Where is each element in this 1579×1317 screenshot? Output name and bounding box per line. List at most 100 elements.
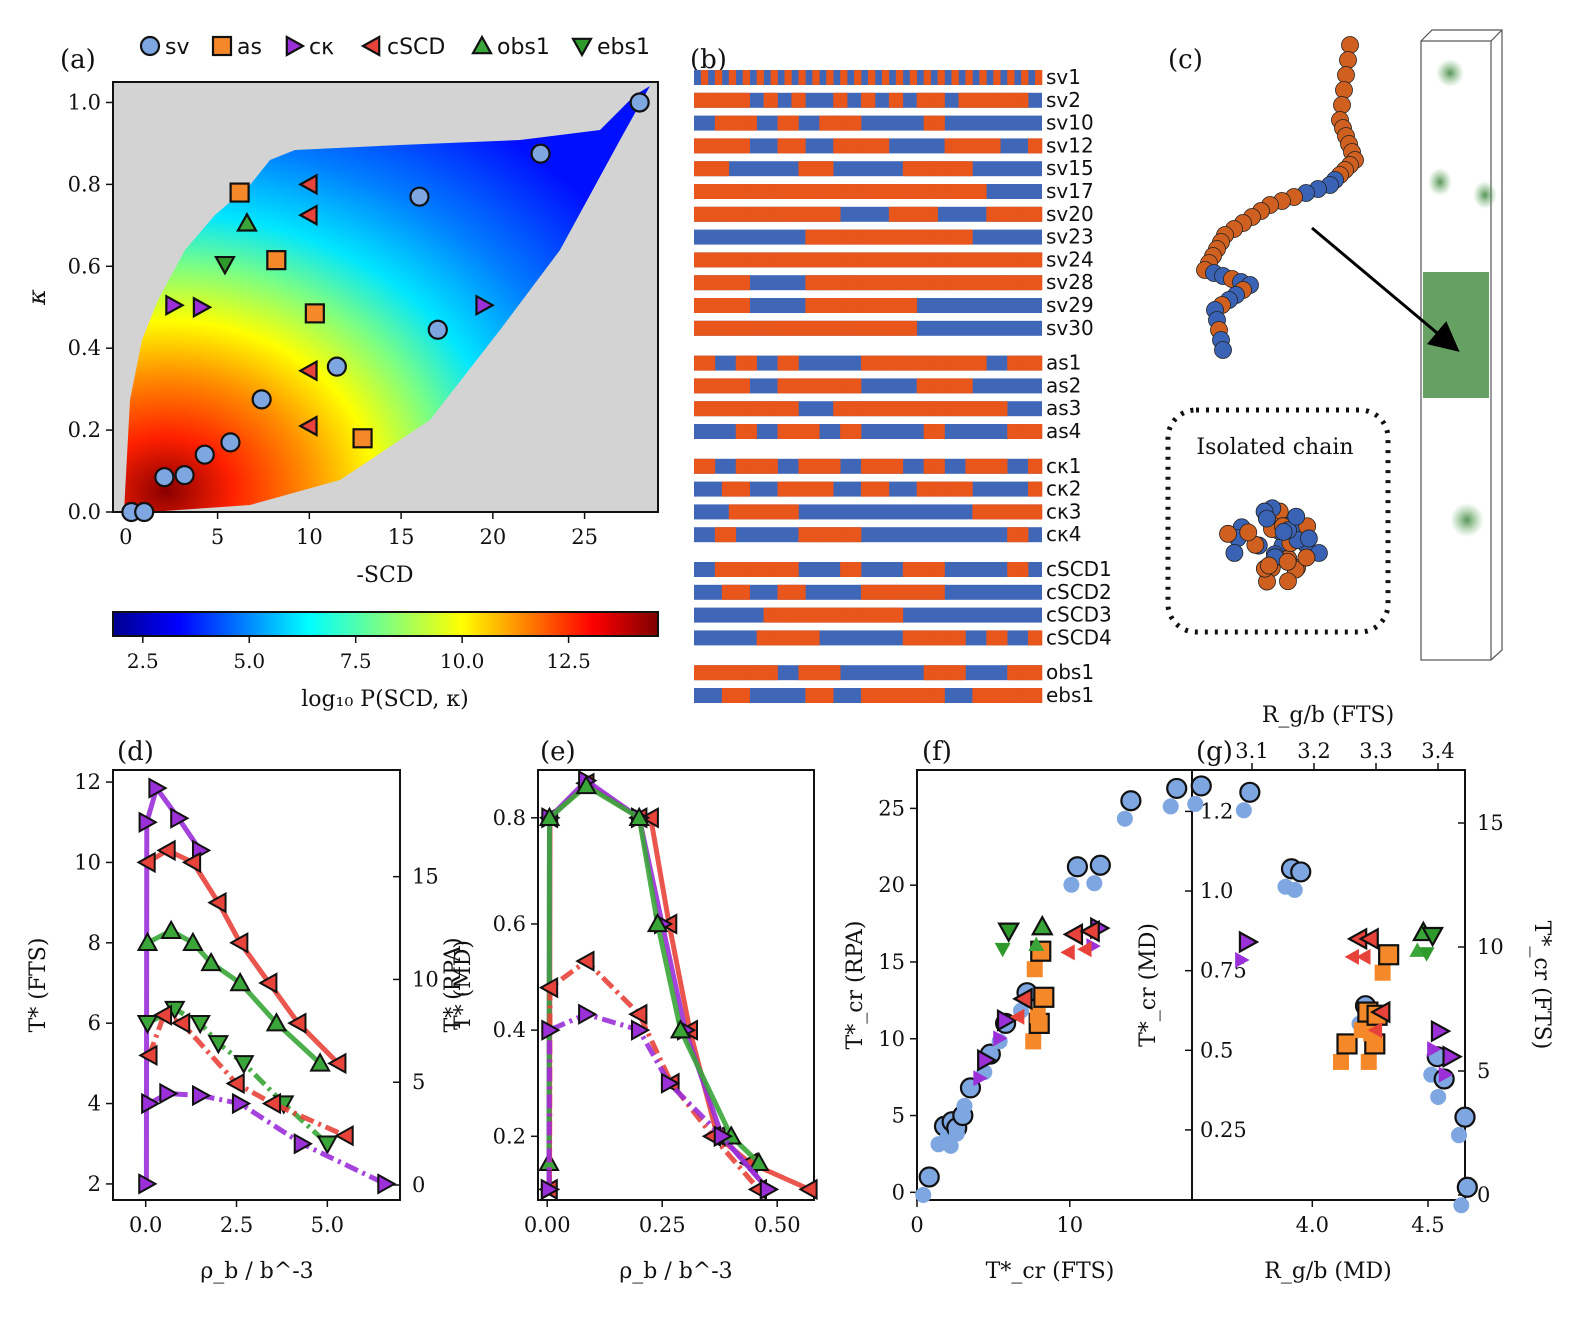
panel-a: (a) 0 5 10 15 20 25 0.0 0.2 0.4 0.6 0.8 1.0 -SCD κ… — [23, 34, 659, 712]
sv-point — [194, 444, 215, 465]
sequence-label: sv1 — [1046, 65, 1081, 89]
negative-segment — [728, 92, 737, 108]
negative-segment — [833, 527, 841, 543]
negative-segment — [819, 161, 827, 177]
negative-segment — [958, 92, 966, 108]
negative-segment — [923, 161, 931, 177]
negative-segment — [777, 584, 785, 600]
ck-point — [165, 294, 185, 317]
monomer-bead — [1341, 36, 1359, 54]
panel-g-xlabel: R_g/b (MD) — [1264, 1259, 1391, 1284]
negative-segment — [868, 184, 876, 199]
negative-segment — [742, 355, 750, 371]
negative-segment — [958, 401, 966, 417]
negative-segment — [833, 458, 841, 474]
negative-segment — [749, 504, 757, 520]
negative-segment — [1014, 355, 1022, 371]
negative-segment — [909, 401, 918, 417]
obs-legend-label: obs1 — [497, 35, 550, 60]
negative-segment — [861, 92, 869, 108]
negative-segment — [756, 184, 764, 199]
negative-segment — [826, 229, 834, 245]
secondary-point — [1028, 936, 1045, 952]
x-tick-label: 10 — [296, 525, 323, 549]
negative-segment — [1007, 355, 1015, 371]
negative-segment — [874, 607, 883, 623]
negative-segment — [694, 161, 702, 177]
negative-segment — [986, 138, 994, 154]
secondary-point — [948, 1125, 965, 1142]
negative-segment — [840, 70, 848, 85]
negative-segment — [735, 562, 744, 577]
x-tick-label: 5 — [211, 525, 224, 549]
negative-segment — [812, 630, 820, 646]
negative-segment — [1035, 504, 1043, 520]
negative-segment — [798, 607, 806, 623]
cscd-point — [298, 204, 318, 226]
negative-segment — [958, 355, 966, 371]
sequence-bar — [694, 504, 1043, 520]
monomer-bead — [1287, 507, 1306, 526]
y-tick-label: 0.5 — [1200, 1038, 1233, 1062]
negative-segment — [930, 161, 938, 177]
negative-segment — [1007, 206, 1015, 222]
negative-segment — [958, 665, 966, 681]
data-point — [136, 851, 156, 874]
negative-segment — [714, 401, 723, 417]
negative-segment — [930, 562, 938, 577]
negative-segment — [979, 458, 987, 474]
negative-segment — [694, 298, 702, 313]
sequence-bar — [694, 161, 1042, 177]
sequence-bar — [694, 630, 1043, 646]
sequence-label: obs1 — [1046, 660, 1094, 684]
negative-segment — [888, 688, 897, 703]
panel-f-xlabel: T*_cr (FTS) — [986, 1259, 1115, 1284]
negative-segment — [881, 320, 890, 336]
negative-segment — [700, 161, 709, 177]
data-point — [377, 1173, 397, 1195]
negative-segment — [930, 184, 938, 199]
negative-segment — [826, 481, 834, 497]
sv-point — [530, 143, 551, 164]
negative-segment — [721, 138, 730, 154]
ck-legend-label: cκ — [309, 35, 334, 60]
negative-segment — [1007, 70, 1015, 85]
sv-point — [409, 186, 430, 207]
data-point — [160, 919, 182, 939]
negative-segment — [784, 378, 792, 394]
secondary-point — [956, 1097, 973, 1114]
y-tick-label: 4 — [88, 1092, 101, 1116]
negative-segment — [833, 378, 841, 394]
negative-segment — [923, 630, 931, 646]
negative-segment — [694, 458, 702, 474]
negative-segment — [763, 562, 771, 577]
negative-segment — [958, 161, 966, 177]
negative-segment — [784, 138, 792, 154]
series-line — [146, 847, 340, 1066]
negative-segment — [742, 481, 750, 497]
x-tick-label: 0.50 — [754, 1213, 801, 1237]
negative-segment — [812, 378, 820, 394]
negative-segment — [888, 229, 897, 245]
negative-segment — [707, 401, 716, 417]
negative-segment — [805, 320, 813, 336]
negative-segment — [923, 206, 931, 222]
negative-segment — [854, 320, 862, 336]
negative-segment — [728, 206, 737, 222]
negative-segment — [742, 378, 750, 394]
panel-label-e: (e) — [540, 737, 576, 767]
negative-segment — [721, 665, 730, 681]
negative-segment — [770, 320, 778, 336]
y-tick-label: 0.4 — [493, 1018, 526, 1042]
data-point — [225, 1072, 245, 1095]
panel-e-plot: 0.00 0.25 0.50 0.2 0.4 0.6 0.8 — [493, 769, 818, 1237]
negative-segment — [833, 229, 841, 245]
negative-segment — [888, 458, 897, 474]
negative-segment — [714, 138, 723, 154]
negative-segment — [805, 298, 813, 313]
negative-segment — [721, 584, 730, 600]
negative-segment — [951, 665, 959, 681]
panel-g-ylabel: T*_cr (MD) — [1136, 923, 1161, 1047]
dilute-droplet — [1428, 168, 1452, 196]
